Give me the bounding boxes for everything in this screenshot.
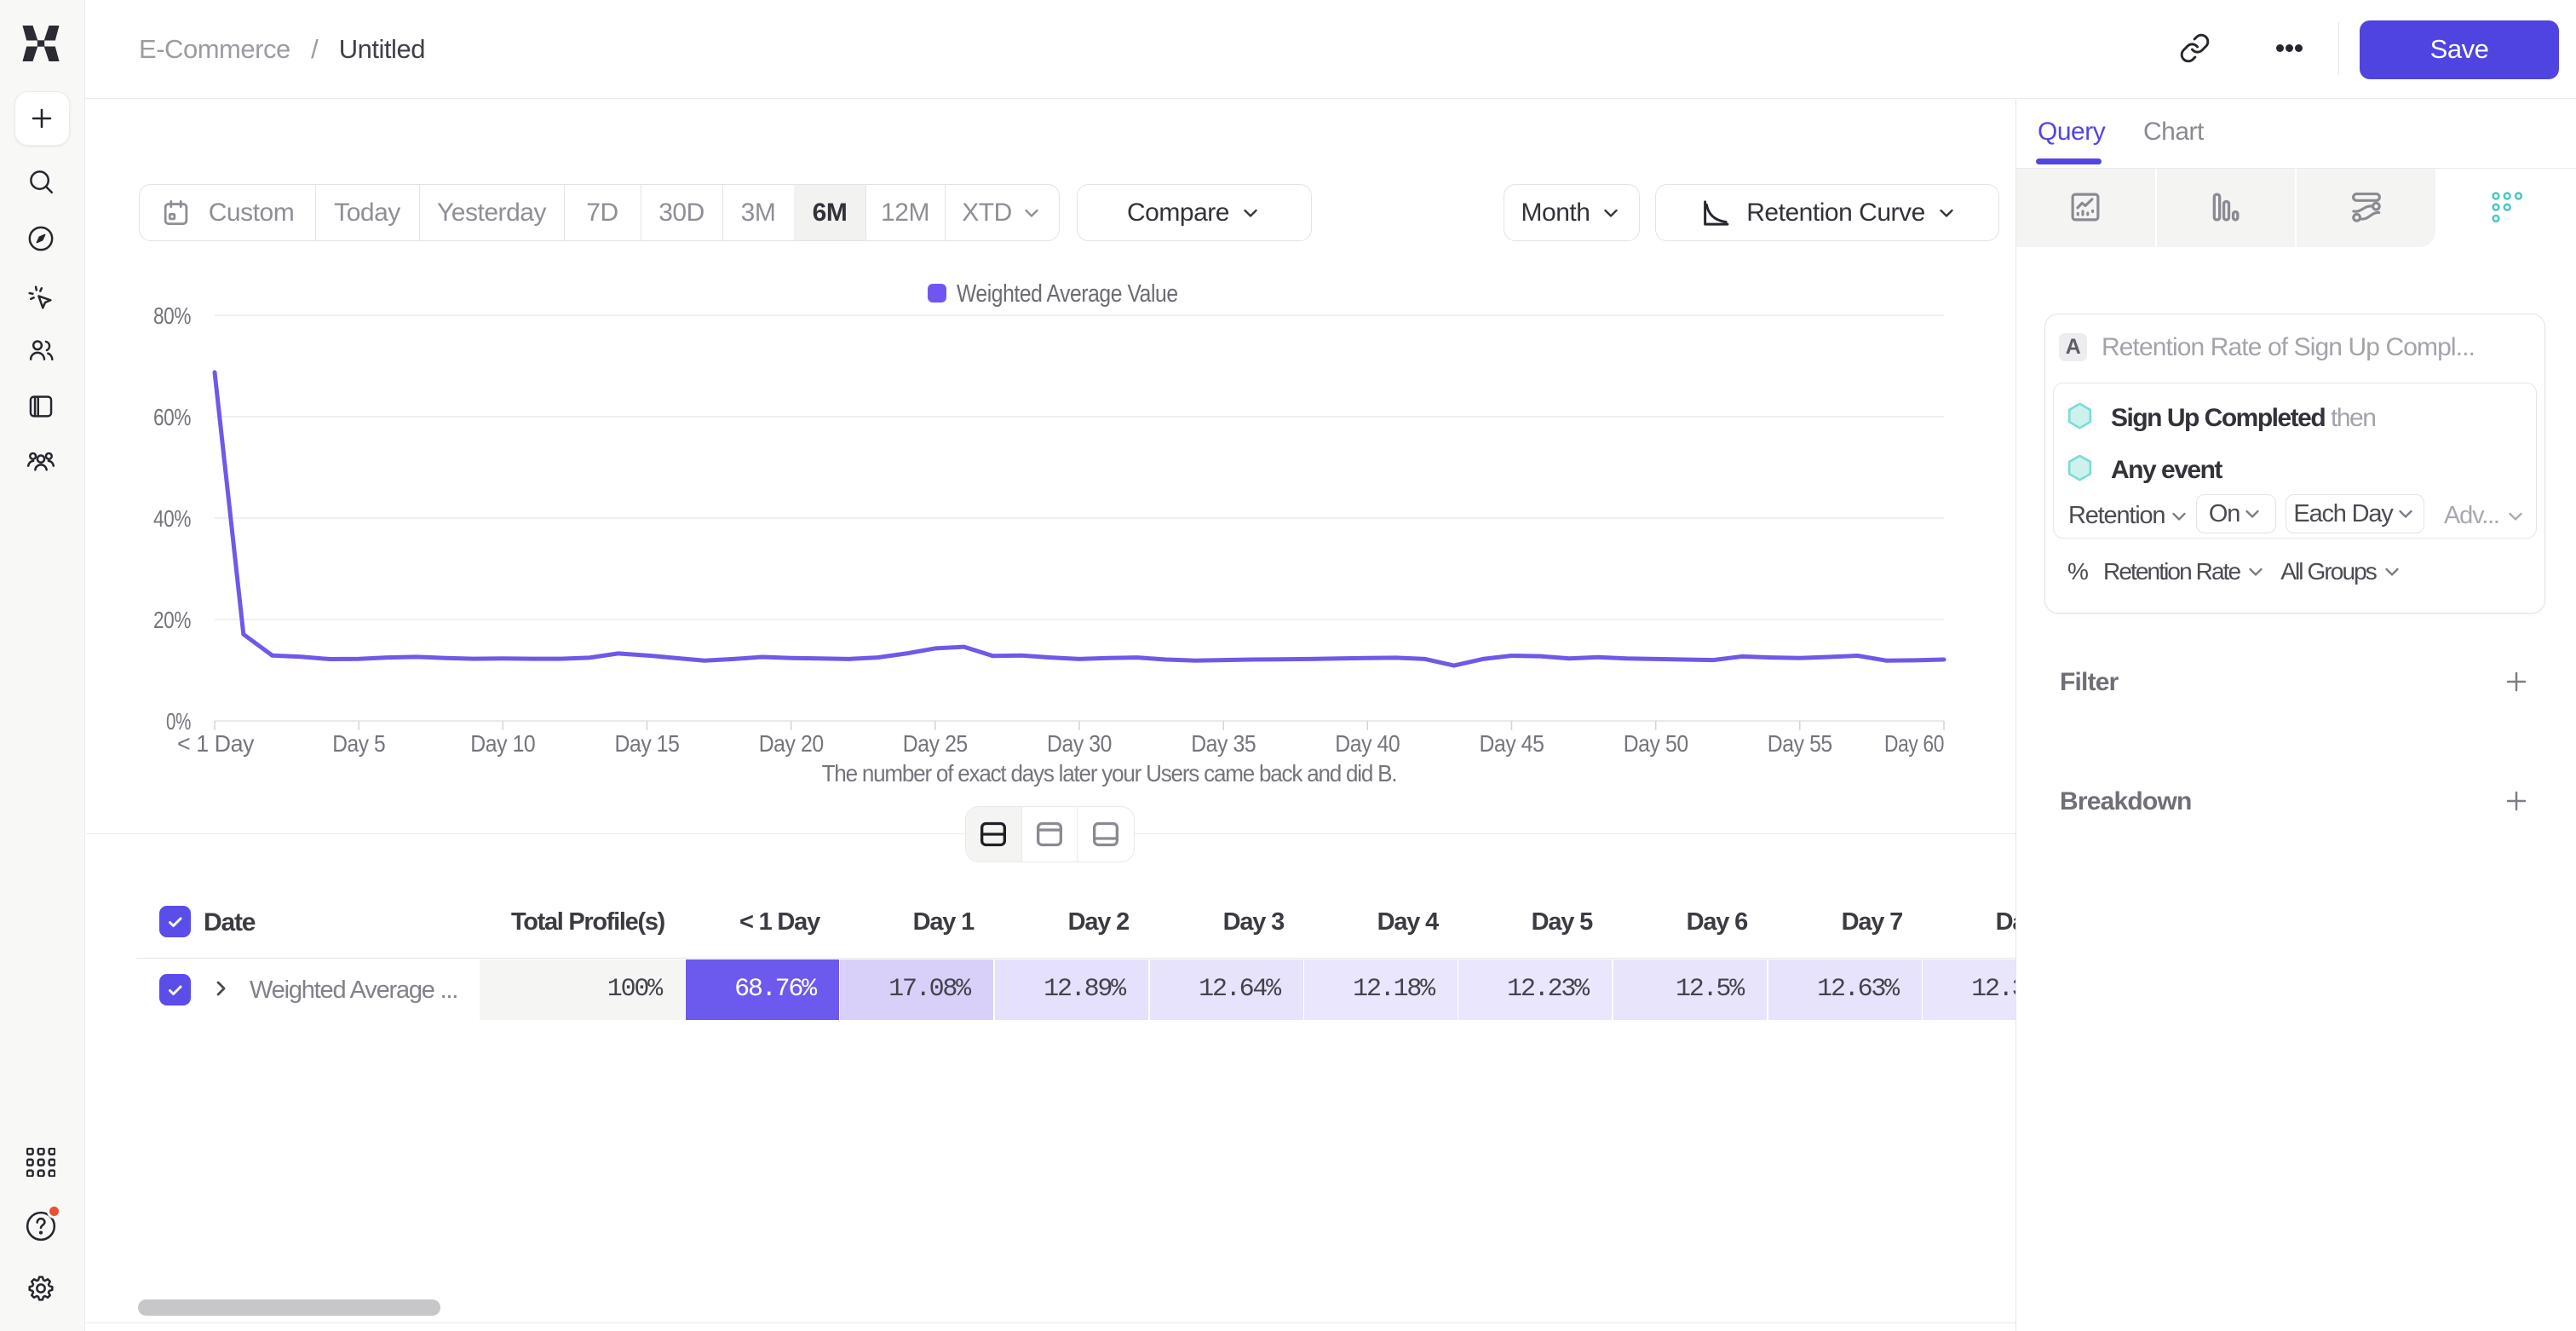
svg-text:0%: 0% [166,708,191,735]
svg-text:Day 35: Day 35 [1191,730,1256,757]
svg-text:Day 55: Day 55 [1768,730,1832,757]
svg-text:40%: 40% [153,505,191,532]
svg-text:Day 40: Day 40 [1335,730,1400,757]
svg-text:Day 5: Day 5 [332,730,385,757]
svg-text:Day 10: Day 10 [470,730,535,757]
svg-text:Day 50: Day 50 [1624,730,1688,757]
svg-text:Day 20: Day 20 [759,730,824,757]
svg-text:Day 45: Day 45 [1480,730,1544,757]
svg-text:< 1 Day: < 1 Day [177,730,254,757]
svg-text:20%: 20% [153,607,191,633]
svg-text:Day 60: Day 60 [1884,730,1944,757]
svg-text:60%: 60% [153,404,191,430]
svg-text:80%: 80% [153,302,191,329]
svg-text:Day 25: Day 25 [903,730,968,757]
svg-text:Day 15: Day 15 [615,730,680,757]
svg-text:Day 30: Day 30 [1047,730,1112,757]
